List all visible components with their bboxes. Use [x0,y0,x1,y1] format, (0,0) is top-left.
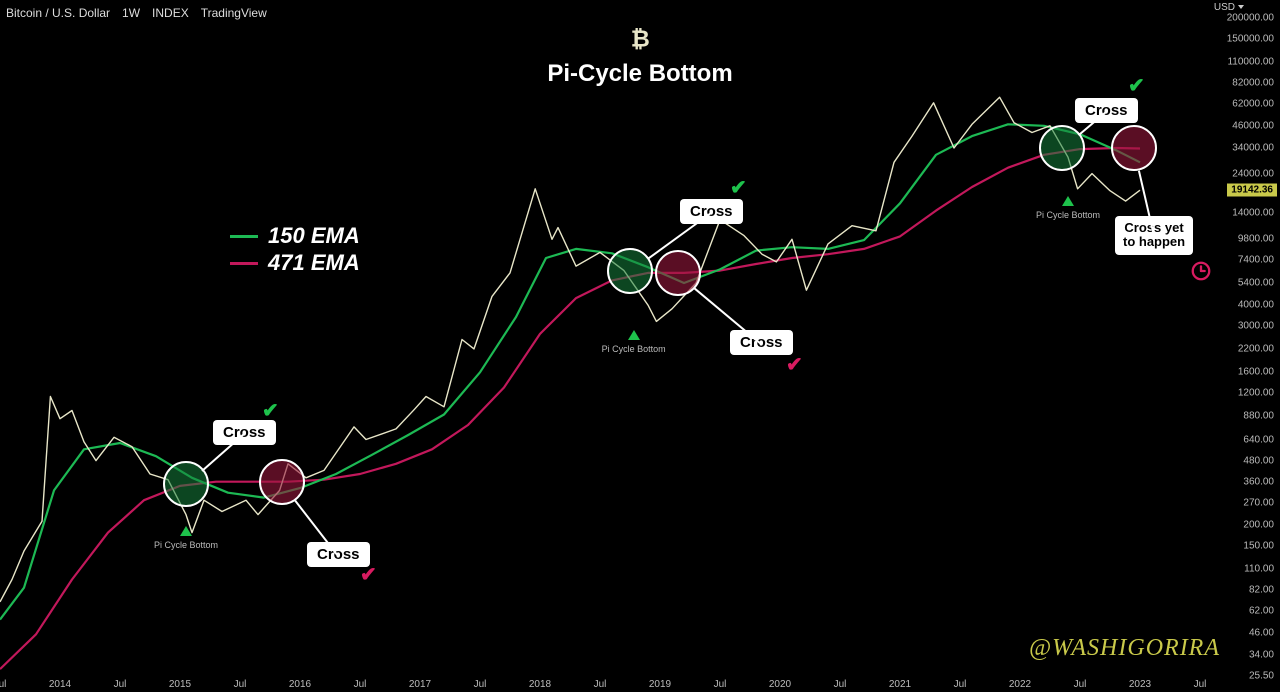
x-tick-label: Jul [0,679,6,690]
y-tick-label: 1200.00 [1238,388,1274,399]
legend-swatch [230,262,258,265]
x-axis: Jul 2014 Jul 2015 Jul 2016 Jul 2017 Jul 2018 Jul 20… [0,676,1224,692]
y-tick-label: 24000.00 [1232,168,1274,179]
x-tick-label: 2020 [769,679,791,690]
clock-icon [1190,260,1212,287]
x-tick-label: 2021 [889,679,911,690]
cross-label: Cross [1075,98,1138,123]
x-tick-label: 2022 [1009,679,1031,690]
cross-marker [1039,125,1085,171]
y-tick-label: 62000.00 [1232,98,1274,109]
y-tick-label: 110000.00 [1227,56,1274,67]
x-tick-label: Jul [594,679,607,690]
chart-title-block: ₿ Pi-Cycle Bottom [547,22,732,88]
legend-label: 471 EMA [268,250,360,276]
y-tick-label: 200.00 [1243,519,1274,530]
bottom-marker-icon [628,330,640,340]
y-tick-label: 360.00 [1243,476,1274,487]
current-price-tag: 19142.36 [1227,184,1277,197]
y-tick-label: 82.00 [1249,585,1274,596]
bitcoin-icon: ₿ [623,22,657,56]
y-tick-label: 46.00 [1249,627,1274,638]
y-tick-label: 4000.00 [1238,300,1274,311]
x-tick-label: Jul [954,679,967,690]
red-check-icon: ✔ [786,352,803,377]
legend: 150 EMA 471 EMA [230,222,360,277]
y-tick-label: 7400.00 [1238,254,1274,265]
bottom-marker-label: Pi Cycle Bottom [602,344,666,354]
legend-label: 150 EMA [268,223,360,249]
y-tick-label: 150.00 [1243,540,1274,551]
y-tick-label: 62.00 [1249,605,1274,616]
x-tick-label: Jul [1194,679,1207,690]
y-tick-label: 14000.00 [1232,208,1274,219]
x-tick-label: 2023 [1129,679,1151,690]
y-tick-label: 82000.00 [1232,78,1274,89]
y-tick-label: 5400.00 [1238,278,1274,289]
bottom-marker-label: Pi Cycle Bottom [1036,210,1100,220]
watermark: @WASHIGORIRA [1029,635,1220,662]
x-tick-label: 2017 [409,679,431,690]
y-tick-label: 2200.00 [1238,343,1274,354]
x-tick-label: Jul [234,679,247,690]
y-tick-label: 25.50 [1249,671,1274,682]
green-check-icon: ✔ [730,175,747,200]
x-tick-label: 2019 [649,679,671,690]
y-tick-label: 150000.00 [1227,34,1274,45]
price-line [0,97,1140,602]
y-tick-label: 9800.00 [1238,234,1274,245]
x-tick-label: Jul [474,679,487,690]
x-tick-label: 2016 [289,679,311,690]
y-tick-label: 3000.00 [1238,321,1274,332]
y-tick-label: 34000.00 [1232,143,1274,154]
cross-label: Cross [680,199,743,224]
x-tick-label: 2014 [49,679,71,690]
cross-marker [1111,125,1157,171]
y-tick-label: 200000.00 [1227,13,1274,24]
y-tick-label: 46000.00 [1232,120,1274,131]
x-tick-label: Jul [834,679,847,690]
y-tick-label: 640.00 [1243,434,1274,445]
y-tick-label: 110.00 [1244,563,1274,574]
cross-marker [259,459,305,505]
y-axis: 200000.00 150000.00 110000.00 82000.00 62000… [1224,0,1280,682]
legend-swatch [230,235,258,238]
bottom-marker-icon [1062,196,1074,206]
x-tick-label: Jul [114,679,127,690]
svg-text:₿: ₿ [630,25,649,51]
y-tick-label: 34.00 [1249,649,1274,660]
y-tick-label: 480.00 [1243,455,1274,466]
x-tick-label: Jul [714,679,727,690]
y-tick-label: 880.00 [1243,411,1274,422]
x-tick-label: Jul [354,679,367,690]
ema471-line [0,148,1140,669]
x-tick-label: 2018 [529,679,551,690]
bottom-marker-label: Pi Cycle Bottom [154,540,218,550]
chart-title: Pi-Cycle Bottom [547,60,732,88]
red-check-icon: ✔ [360,562,377,587]
bottom-marker-icon [180,526,192,536]
legend-item-150: 150 EMA [230,223,360,249]
green-check-icon: ✔ [262,398,279,423]
cross-label: Cross [213,420,276,445]
x-tick-label: 2015 [169,679,191,690]
cross-marker [607,248,653,294]
x-tick-label: Jul [1074,679,1087,690]
legend-item-471: 471 EMA [230,250,360,276]
y-tick-label: 270.00 [1243,497,1274,508]
cross-marker [163,461,209,507]
y-tick-label: 1600.00 [1238,367,1274,378]
green-check-icon: ✔ [1128,73,1145,98]
